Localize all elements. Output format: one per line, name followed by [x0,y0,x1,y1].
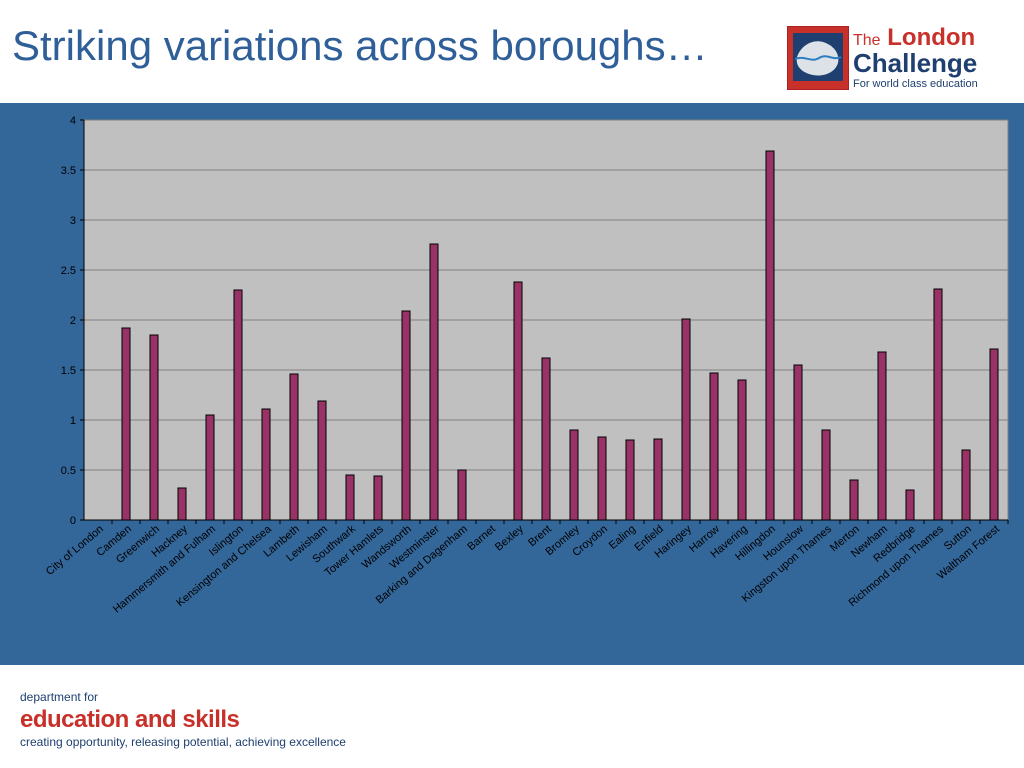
dfes-line3: creating opportunity, releasing potentia… [20,735,346,749]
dfes-line2: education and skills [20,706,240,733]
bar [989,348,999,521]
bar [597,436,607,521]
bar [821,429,831,521]
y-tick-label: 2 [70,315,76,327]
y-tick-label: 3.5 [61,165,76,177]
logo-the: The [853,32,881,49]
x-tick-label: Bexley [493,523,526,554]
bar [149,334,159,521]
slide-title: Striking variations across boroughs… [12,22,708,69]
logo-the-london: The London [853,24,975,52]
bar [261,408,271,521]
london-challenge-logo: The London Challenge For world class edu… [787,24,997,92]
bar [345,474,355,521]
bar [625,439,635,521]
bar [849,479,859,521]
bar [793,364,803,521]
bar [905,489,915,521]
logo-emblem [787,26,849,90]
bar [877,351,887,521]
logo-london: London [887,24,976,51]
bar [681,318,691,521]
bar [541,357,551,521]
x-tick-label: Barnet [465,523,498,553]
bar [401,310,411,521]
bar [457,469,467,521]
bar [233,289,243,521]
london-map-icon [793,33,843,81]
y-tick-label: 1.5 [61,365,76,377]
bar [317,400,327,521]
bar [569,429,579,521]
bar [653,438,663,521]
bar [289,373,299,521]
logo-tagline: For world class education [853,78,978,90]
dfes-line1: department for [20,690,99,704]
bar [961,449,971,521]
bar [933,288,943,521]
bar [177,487,187,521]
logo-challenge: Challenge [853,48,978,78]
y-tick-label: 0 [70,515,76,527]
y-tick-label: 2.5 [61,265,76,277]
dfes-logo: department for education and skills crea… [20,690,346,749]
y-tick-label: 0.5 [61,465,76,477]
y-tick-label: 4 [70,115,76,127]
bar [513,281,523,521]
bar [737,379,747,521]
bar [709,372,719,521]
bar [373,475,383,521]
y-tick-label: 1 [70,415,76,427]
bar [205,414,215,521]
bar [121,327,131,521]
bar [429,243,439,521]
bar [765,150,775,521]
y-tick-label: 3 [70,215,76,227]
x-tick-label: Ealing [607,523,638,552]
